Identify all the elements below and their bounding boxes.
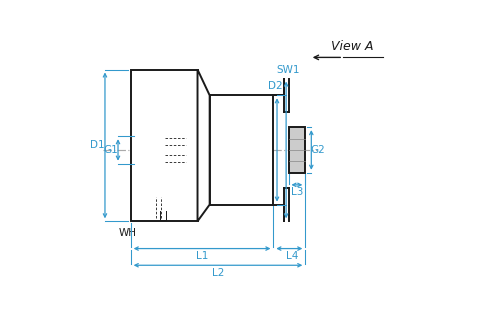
Text: D1: D1 [90, 140, 105, 150]
Text: View A: View A [331, 40, 373, 53]
Text: L1: L1 [196, 251, 208, 261]
Text: G2: G2 [311, 145, 325, 155]
Text: G1: G1 [103, 145, 118, 155]
Bar [288, 127, 305, 173]
Text: WH: WH [119, 228, 137, 239]
Text: L2: L2 [212, 268, 224, 278]
Text: D2: D2 [268, 81, 283, 91]
Polygon shape [197, 70, 210, 221]
Bar [131, 70, 197, 221]
Text: SW1: SW1 [277, 65, 300, 74]
Bar [210, 95, 274, 205]
Text: L3: L3 [291, 188, 303, 197]
Text: L4: L4 [286, 251, 299, 261]
